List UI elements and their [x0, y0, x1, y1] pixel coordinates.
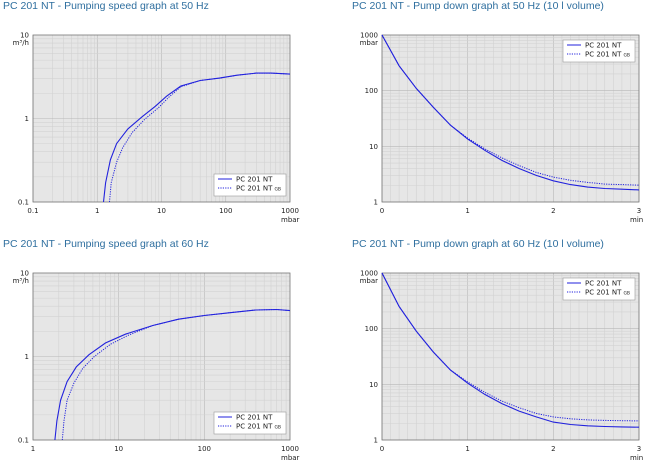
y-unit-label: mbar	[360, 277, 379, 285]
legend-label-suffix: GB	[274, 187, 281, 193]
y-tick-label: 0.1	[18, 199, 29, 207]
plot-frame	[381, 272, 640, 441]
legend-label-suffix: GB	[623, 53, 630, 59]
x-unit-label: min	[630, 454, 643, 462]
x-tick-label: 10	[157, 207, 166, 215]
y-tick-label: 10	[20, 270, 29, 278]
chart-title: PC 201 NT - Pumping speed graph at 60 Hz	[3, 238, 209, 250]
y-tick-label: 1	[25, 115, 29, 123]
plot-frame	[32, 34, 291, 203]
legend-label: PC 201 NT GB	[585, 289, 630, 297]
y-unit-label: m³/h	[13, 39, 29, 47]
x-tick-label: 1	[95, 207, 99, 215]
x-unit-label: mbar	[281, 454, 300, 462]
series-line	[381, 34, 640, 191]
series-line-gb	[381, 272, 640, 422]
chart-title: PC 201 NT - Pump down graph at 50 Hz (10…	[352, 0, 604, 12]
grid	[381, 35, 640, 203]
x-tick-label: 1000	[281, 445, 299, 453]
x-tick-label: 0	[380, 445, 384, 453]
x-tick-label: 3	[637, 445, 641, 453]
x-tick-label: 2	[551, 207, 555, 215]
legend-label-suffix: GB	[623, 291, 630, 297]
x-tick-label: 100	[198, 445, 211, 453]
series-line	[381, 272, 640, 428]
y-tick-label: 1000	[360, 270, 378, 278]
x-tick-label: 0.1	[27, 207, 38, 215]
x-tick-label: 3	[637, 207, 641, 215]
plot-frame	[32, 272, 291, 441]
x-unit-label: mbar	[281, 216, 300, 224]
x-tick-label: 1000	[281, 207, 299, 215]
legend-label: PC 201 NT GB	[585, 51, 630, 59]
y-tick-label: 1000	[360, 32, 378, 40]
x-tick-label: 2	[551, 445, 555, 453]
legend-label-suffix: GB	[274, 425, 281, 431]
chart-title: PC 201 NT - Pumping speed graph at 50 Hz	[3, 0, 209, 12]
x-tick-label: 1	[31, 445, 35, 453]
legend-label: PC 201 NT	[585, 42, 622, 50]
legend-label: PC 201 NT	[236, 176, 273, 184]
y-unit-label: mbar	[360, 39, 379, 47]
y-tick-label: 1	[374, 437, 378, 445]
x-unit-label: min	[630, 216, 643, 224]
y-unit-label: m³/h	[13, 277, 29, 285]
y-tick-label: 10	[20, 32, 29, 40]
x-tick-label: 1	[465, 445, 469, 453]
chart-title: PC 201 NT - Pump down graph at 60 Hz (10…	[352, 238, 604, 250]
x-tick-label: 100	[219, 207, 232, 215]
y-tick-label: 100	[365, 325, 378, 333]
legend-label: PC 201 NT GB	[236, 423, 281, 431]
x-tick-label: 10	[114, 445, 123, 453]
legend-label: PC 201 NT	[236, 414, 273, 422]
y-tick-label: 1	[374, 199, 378, 207]
plot-frame	[381, 34, 640, 203]
y-tick-label: 1	[25, 353, 29, 361]
y-tick-label: 0.1	[18, 437, 29, 445]
x-tick-label: 0	[380, 207, 384, 215]
legend-label: PC 201 NT	[585, 280, 622, 288]
y-tick-label: 10	[369, 381, 378, 389]
legend-label: PC 201 NT GB	[236, 185, 281, 193]
series-line-gb	[61, 308, 291, 441]
y-tick-label: 100	[365, 87, 378, 95]
x-tick-label: 1	[465, 207, 469, 215]
series-line-gb	[109, 72, 291, 203]
y-tick-label: 10	[369, 143, 378, 151]
grid	[381, 273, 640, 441]
